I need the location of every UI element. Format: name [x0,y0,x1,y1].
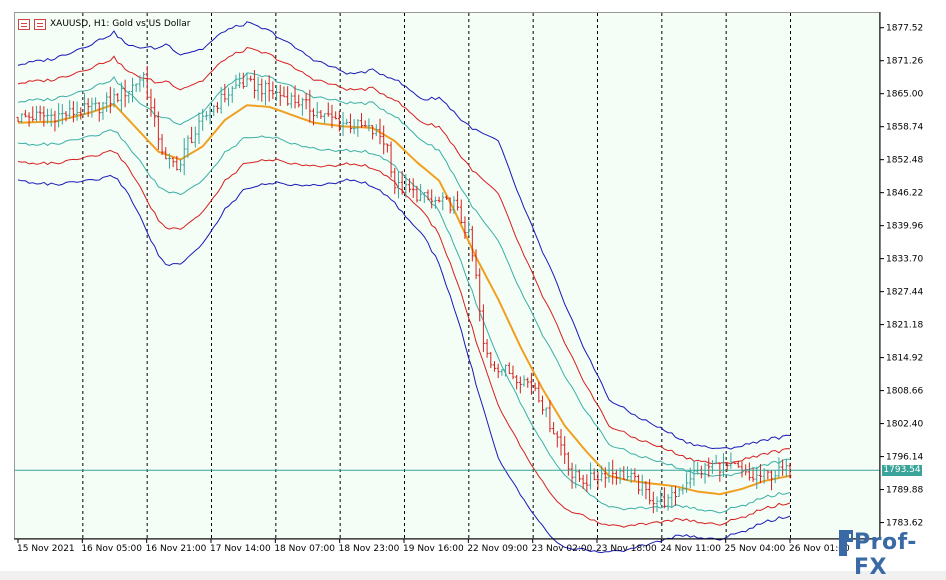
current-price-label: 1793.54 [882,464,922,476]
x-tick-label: 16 Nov 21:00 [146,544,207,554]
plot-area[interactable] [14,12,880,539]
moving-average-line [17,103,791,496]
y-tick-label: 1796.14 [886,453,923,463]
x-tick-label: 23 Nov 02:00 [532,544,593,554]
y-tick-label: 1808.66 [886,387,923,397]
band-mid-upper [17,46,791,465]
x-tick-label: 15 Nov 2021 [17,544,75,554]
y-tick-label: 1839.96 [886,222,923,232]
band-mid-lower [17,149,791,528]
x-tick-label: 16 Nov 05:00 [81,544,142,554]
x-tick-label: 22 Nov 09:00 [467,544,528,554]
x-tick-label: 17 Nov 14:00 [210,544,271,554]
y-tick-label: 1852.48 [886,156,923,166]
y-tick-label: 1802.40 [886,420,923,430]
x-tick-label: 23 Nov 18:00 [596,544,657,554]
band-outer-upper [17,21,791,450]
y-tick-label: 1846.22 [886,189,923,199]
y-tick-label: 1865.00 [886,90,923,100]
chart-menu-icon[interactable] [18,18,30,30]
y-tick-label: 1833.70 [886,255,923,265]
x-tick-label: 24 Nov 11:00 [660,544,721,554]
y-tick-label: 1858.74 [886,123,923,133]
x-tick-label: 26 Nov 01:00 [789,544,850,554]
y-tick-label: 1877.52 [886,24,923,34]
x-tick-label: 19 Nov 16:00 [403,544,464,554]
chart-header: XAUUSD, H1: Gold vs US Dollar [18,16,191,32]
prof-fx-logo: Prof-FX [832,524,944,580]
y-tick-label: 1871.26 [886,57,923,67]
logo-text: Prof-FX [854,530,917,580]
x-tick-label: 18 Nov 07:00 [274,544,335,554]
chart-properties-icon[interactable] [34,18,46,30]
y-tick-label: 1821.18 [886,321,923,331]
band-inner-upper [17,72,790,477]
logo-mark-icon [839,530,853,556]
y-tick-label: 1783.62 [886,519,923,529]
y-tick-label: 1789.88 [886,486,923,496]
x-tick-label: 18 Nov 23:00 [339,544,400,554]
y-tick-label: 1814.92 [886,354,923,364]
chart-title: XAUUSD, H1: Gold vs US Dollar [50,19,191,29]
y-tick-label: 1827.44 [886,288,923,298]
band-inner-lower [17,129,791,514]
x-tick-label: 25 Nov 04:00 [725,544,786,554]
